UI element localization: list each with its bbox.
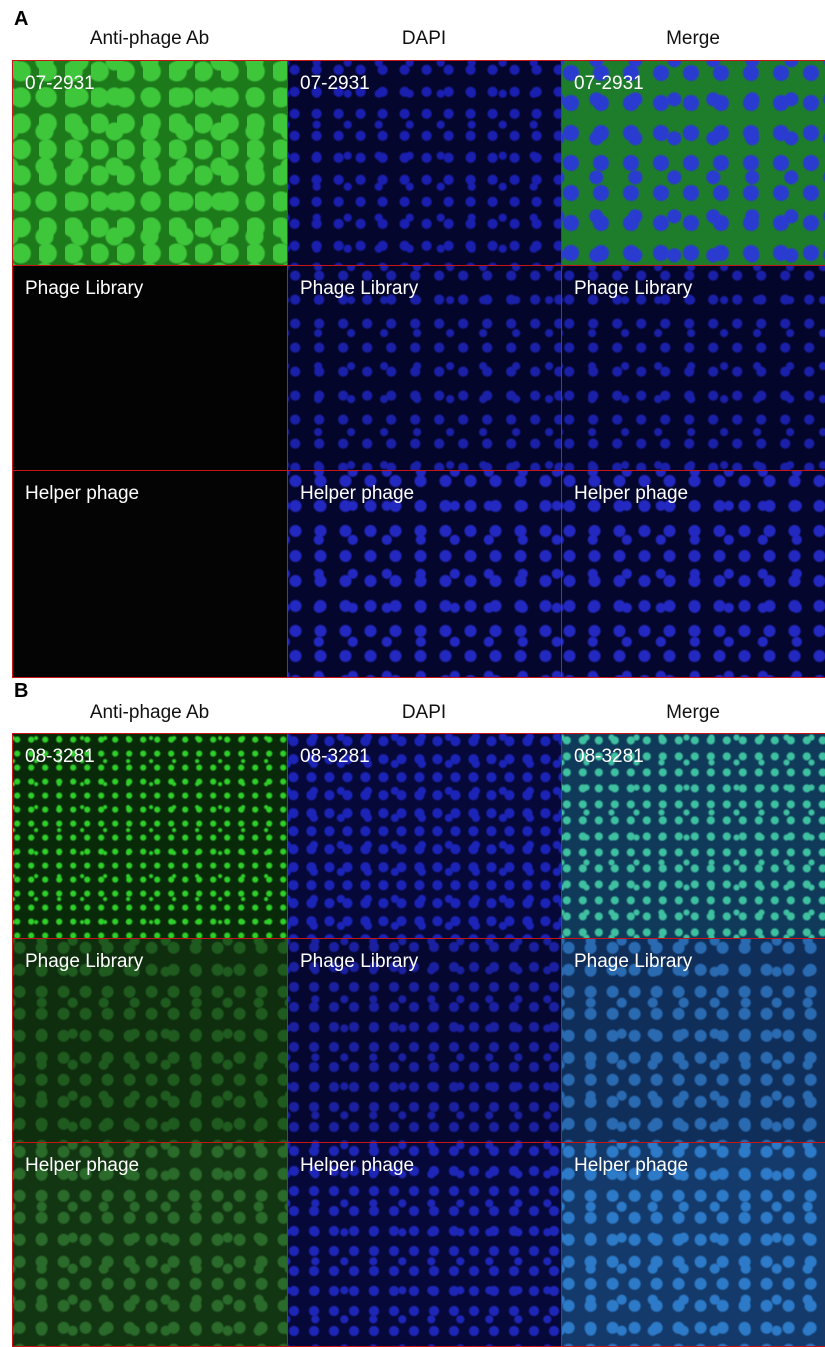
image-panel: Helper phage	[12, 470, 288, 678]
image-panel: Phage Library	[12, 938, 288, 1143]
panel-label: Phage Library	[300, 951, 418, 973]
column-header: Merge	[561, 702, 825, 724]
panel-label: Phage Library	[25, 278, 143, 300]
panel-label: Helper phage	[300, 1155, 414, 1177]
image-panel: Phage Library	[561, 938, 825, 1143]
panel-label: Helper phage	[574, 483, 688, 505]
panel-letter: B	[14, 680, 28, 703]
column-header: DAPI	[287, 702, 561, 724]
image-panel: 07-2931	[561, 60, 825, 266]
column-header: DAPI	[287, 28, 561, 50]
image-panel: Phage Library	[12, 265, 288, 471]
image-panel: Phage Library	[287, 938, 562, 1143]
image-panel: Helper phage	[561, 1142, 825, 1347]
image-panel: 08-3281	[561, 733, 825, 939]
panel-label: 08-3281	[25, 746, 95, 768]
image-panel: 08-3281	[12, 733, 288, 939]
image-panel: 07-2931	[287, 60, 562, 266]
image-panel: Phage Library	[287, 265, 562, 471]
panel-label: 08-3281	[300, 746, 370, 768]
panel-label: Phage Library	[574, 951, 692, 973]
image-panel: Helper phage	[287, 470, 562, 678]
image-panel: Helper phage	[287, 1142, 562, 1347]
panel-label: Helper phage	[574, 1155, 688, 1177]
image-panel: 08-3281	[287, 733, 562, 939]
image-panel: 07-2931	[12, 60, 288, 266]
image-panel: Helper phage	[12, 1142, 288, 1347]
panel-label: 07-2931	[574, 73, 644, 95]
image-panel: Phage Library	[561, 265, 825, 471]
panel-label: 07-2931	[25, 73, 95, 95]
panel-label: Phage Library	[25, 951, 143, 973]
panel-label: Helper phage	[25, 483, 139, 505]
figure: (() => { const data = JSON.parse(documen…	[0, 0, 825, 1346]
panel-label: Helper phage	[25, 1155, 139, 1177]
column-header: Anti-phage Ab	[12, 28, 287, 50]
image-panel: Helper phage	[561, 470, 825, 678]
panel-label: Phage Library	[574, 278, 692, 300]
panel-label: Helper phage	[300, 483, 414, 505]
column-header: Merge	[561, 28, 825, 50]
panel-label: 08-3281	[574, 746, 644, 768]
column-header: Anti-phage Ab	[12, 702, 287, 724]
panel-label: Phage Library	[300, 278, 418, 300]
panel-label: 07-2931	[300, 73, 370, 95]
